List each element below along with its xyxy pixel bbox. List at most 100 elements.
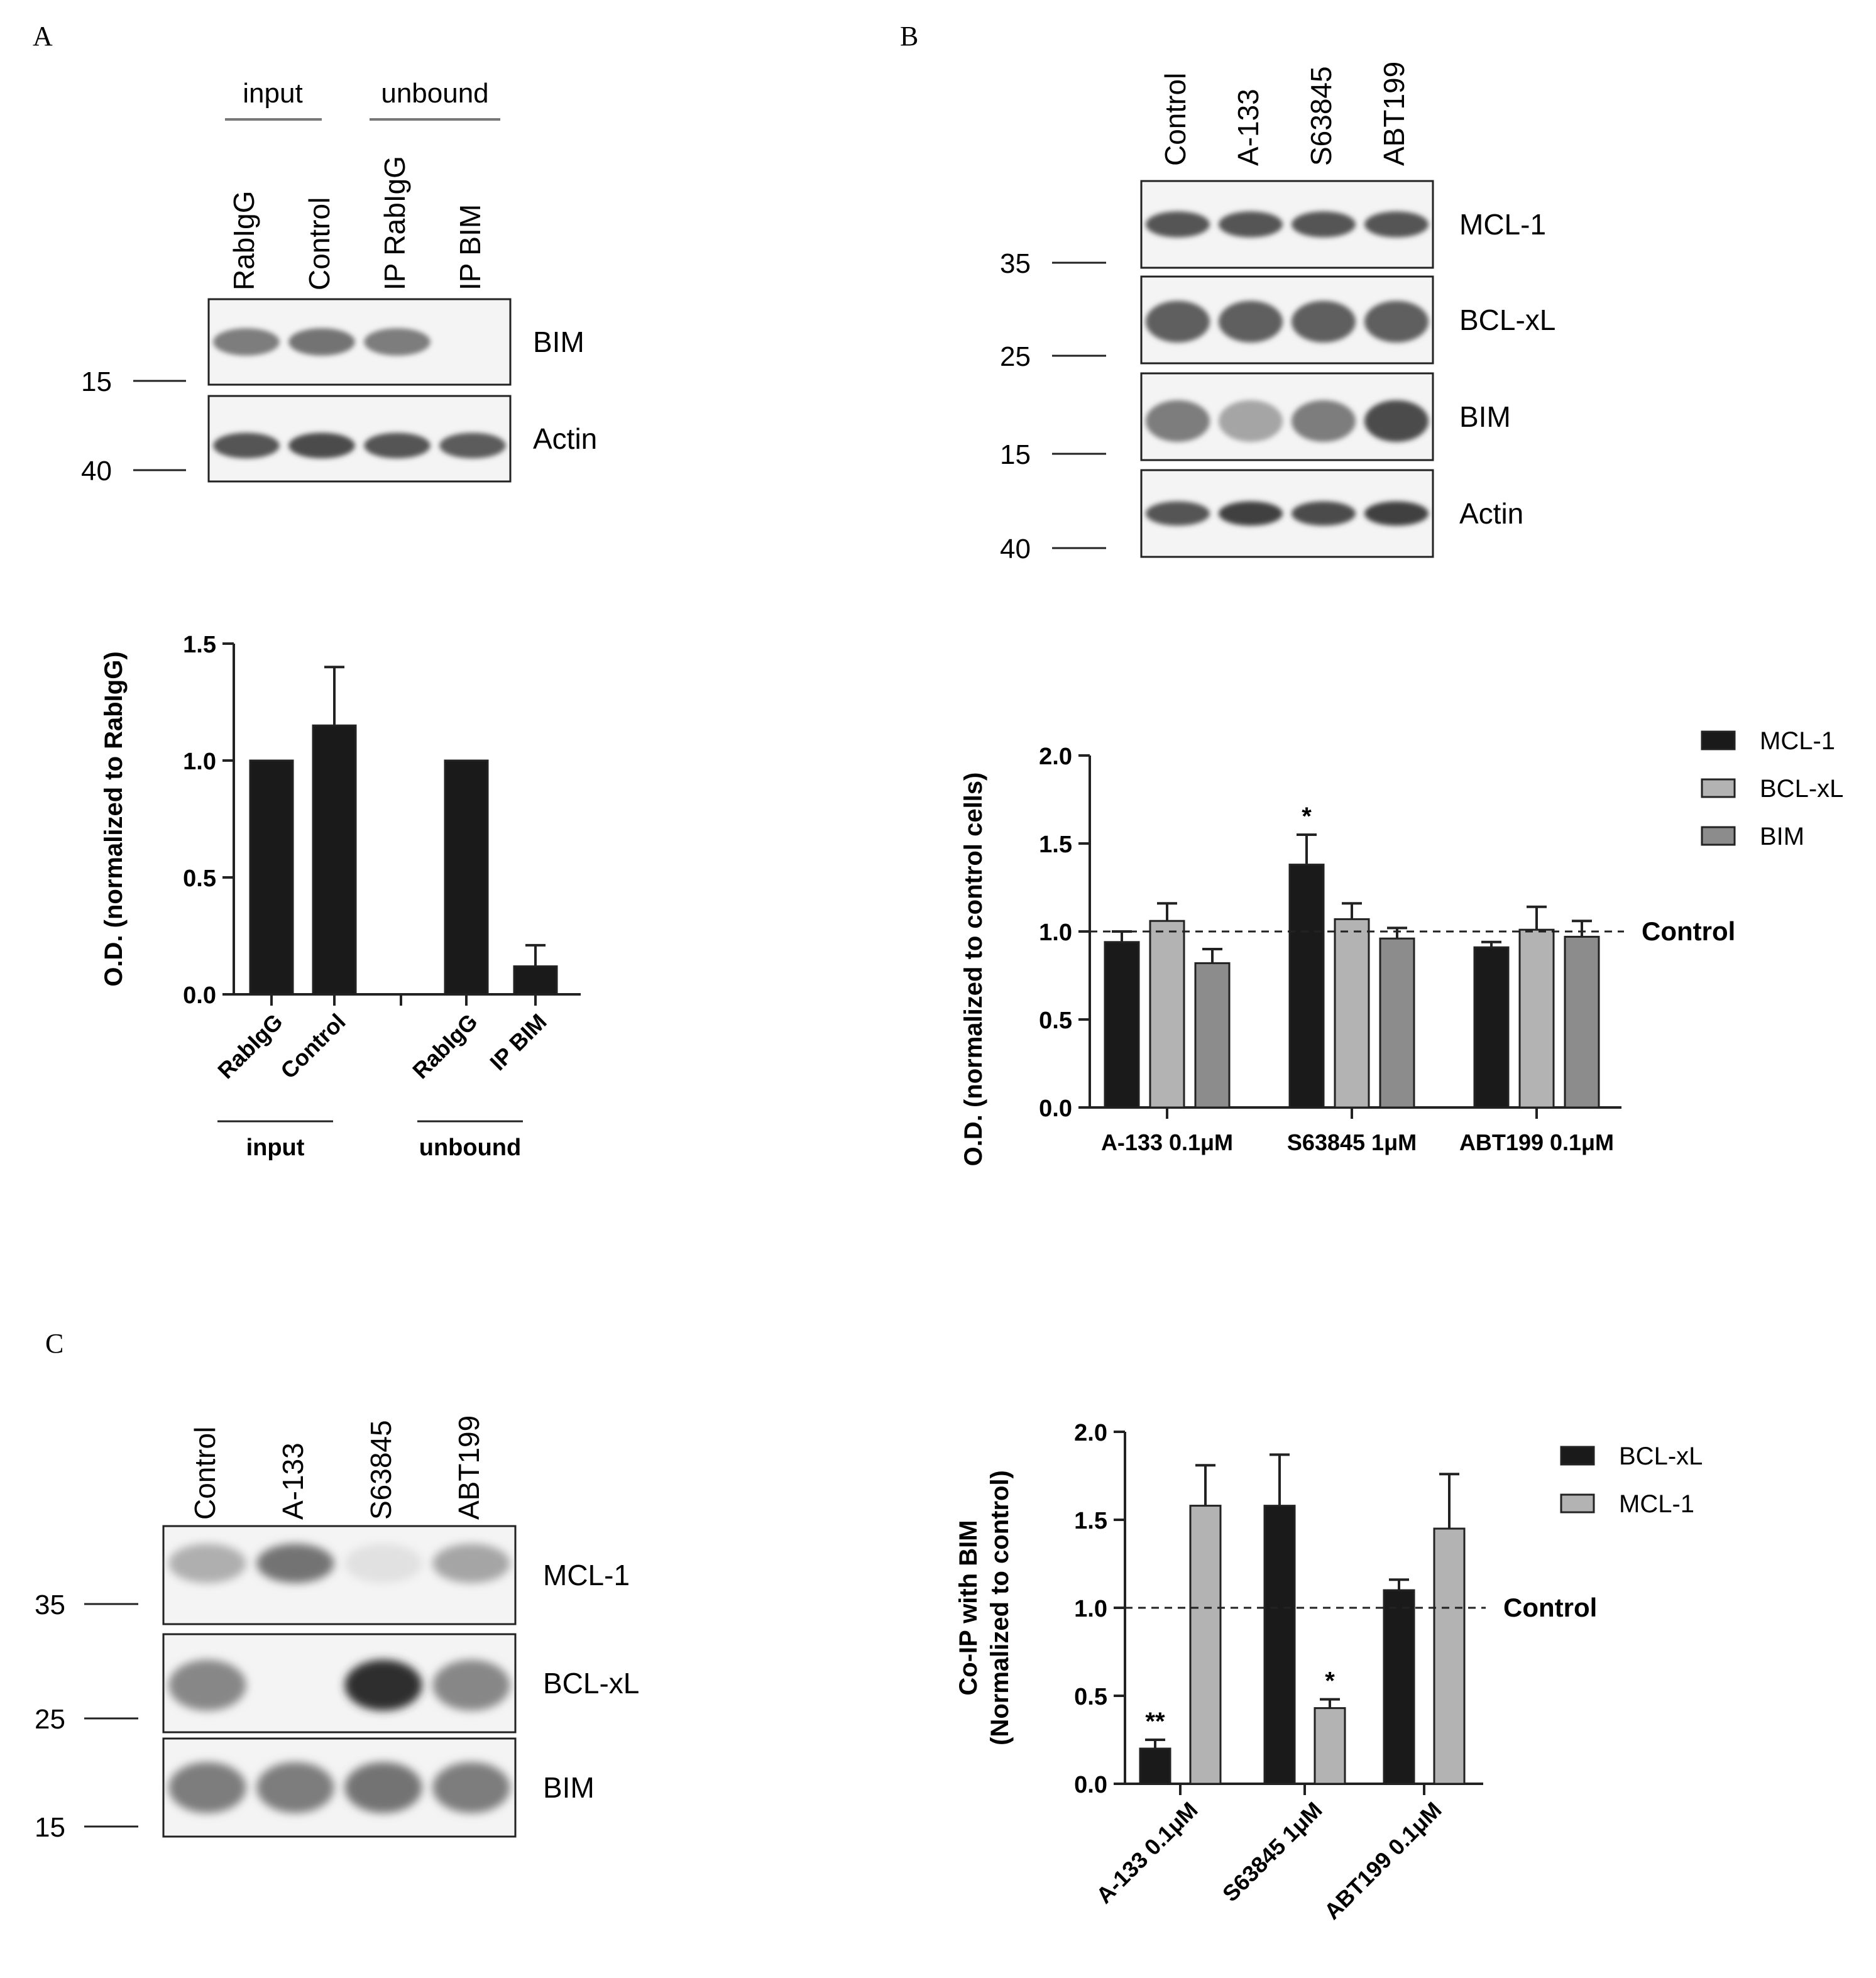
blot-a-band	[364, 432, 431, 459]
blot-c-band-label: MCL-1	[543, 1559, 630, 1591]
chart-c-reference-label: Control	[1503, 1593, 1597, 1622]
chart-b-y-tick-label: 2.0	[1039, 744, 1072, 770]
chart-a: 0.0 0.5 1.0 1.5 O.D. (normalized to RabIgG) R…	[100, 632, 581, 1161]
chart-a-y-tick-label: 1.5	[183, 632, 216, 658]
chart-b-bar	[1104, 941, 1140, 1109]
blot-b-lane-label: ABT199	[1378, 62, 1410, 166]
blot-a-band	[439, 432, 506, 459]
blot-c-lane-label: A-133	[277, 1442, 309, 1520]
chart-a-x-tick-label: Control	[275, 1009, 350, 1084]
chart-c-bar	[1433, 1527, 1466, 1785]
chart-b-y-tick-label: 1.5	[1039, 832, 1072, 858]
blot-c-band	[256, 1544, 334, 1583]
blot-b-band	[1364, 400, 1429, 442]
blot-b-band-label: MCL-1	[1459, 208, 1546, 241]
chart-a-bar	[444, 759, 489, 996]
panel-b-letter: B	[900, 21, 918, 52]
chart-b-bar	[1473, 946, 1510, 1109]
blot-b-lane-label: Control	[1159, 73, 1192, 166]
chart-b-legend-swatch	[1701, 730, 1736, 750]
chart-c-y-tick-label: 0.0	[1074, 1772, 1107, 1798]
blot-b-band	[1218, 211, 1283, 238]
blot-c-band-label: BIM	[543, 1771, 595, 1804]
blot-b-band	[1218, 400, 1283, 442]
chart-c-legend-swatch	[1560, 1446, 1595, 1466]
chart-b-bar	[1288, 864, 1325, 1109]
chart-b-x-tick-label: ABT199 0.1μM	[1459, 1129, 1614, 1155]
blot-b-band-label: BCL-xL	[1459, 304, 1555, 336]
blot-b-band	[1291, 211, 1356, 238]
blot-a-lane-label: RabIgG	[228, 190, 260, 290]
chart-c-legend-label: MCL-1	[1619, 1490, 1694, 1518]
blot-c-band	[168, 1762, 246, 1813]
chart-a-x-tick-label: RabIgG	[407, 1009, 483, 1084]
blot-a-group-label: unbound	[381, 78, 488, 109]
chart-c-y-tick-label: 1.0	[1074, 1596, 1107, 1622]
chart-c-x-tick-label: S63845 1μM	[1217, 1797, 1327, 1907]
blot-c-lane-label: S63845	[365, 1420, 397, 1520]
blot-b-marker-label: 40	[1000, 534, 1031, 564]
blot-c-band	[344, 1544, 422, 1583]
blot-a-band-label: Actin	[533, 422, 597, 455]
chart-c: 0.0 0.5 1.0 1.5 2.0 Co-IP with BIM (Normalized…	[955, 1420, 1703, 1925]
chart-a-y-tick-label: 0.0	[183, 982, 216, 1009]
chart-b-y-tick-label: 0.5	[1039, 1008, 1072, 1034]
blot-b-band	[1364, 211, 1429, 238]
blot-b-marker-label: 15	[1000, 439, 1031, 470]
blot-a-band-label: BIM	[533, 326, 584, 358]
blot-b-band	[1291, 400, 1356, 442]
panel-a-letter: A	[33, 21, 53, 52]
blot-b-band	[1145, 300, 1210, 343]
blot-a-band	[288, 328, 355, 356]
blot-c-band	[168, 1659, 246, 1711]
blot-b-marker-label: 25	[1000, 341, 1031, 372]
blot-b-band-label: BIM	[1459, 400, 1511, 433]
blot-c-band	[168, 1544, 246, 1583]
blot-c-band	[344, 1659, 422, 1711]
chart-c-significance: *	[1325, 1668, 1335, 1695]
blot-c: Control A-133 S63845 ABT199 MCL-1BCL-xLBIM …	[35, 1415, 639, 1843]
chart-b-legend-label: MCL-1	[1760, 727, 1835, 755]
blot-c-band-label: BCL-xL	[543, 1667, 639, 1700]
chart-a-x-tick-label: IP BIM	[485, 1009, 551, 1075]
panel-c: C Control A-133 S63845 ABT199 MCL-1 BCL-xL BI…	[35, 1328, 1703, 1925]
chart-b-y-tick-label: 1.0	[1039, 920, 1072, 946]
blot-c-band	[256, 1762, 334, 1813]
blot-a-lane-label: IP RabIgG	[378, 156, 411, 290]
blot-b-lane-label: A-133	[1232, 89, 1264, 166]
chart-c-y-tick-label: 0.5	[1074, 1684, 1107, 1710]
blot-c-marker-label: 15	[35, 1812, 65, 1843]
blot-c-lane-label: Control	[189, 1427, 221, 1520]
chart-c-bar	[1314, 1707, 1346, 1785]
chart-b-bar	[1149, 920, 1185, 1109]
chart-b-legend-swatch	[1701, 826, 1736, 846]
blot-a-lane-label: Control	[303, 197, 336, 290]
chart-a-y-label: O.D. (normalized to RabIgG)	[100, 651, 128, 986]
chart-a-bar	[312, 724, 357, 996]
panel-c-letter: C	[45, 1328, 63, 1359]
chart-b-legend-swatch	[1701, 778, 1736, 798]
blot-b-band	[1218, 300, 1283, 343]
blot-a-lane-label: IP BIM	[454, 204, 486, 290]
blot-a-band	[364, 328, 431, 356]
chart-a-group-label: unbound	[419, 1135, 521, 1161]
chart-c-significance: **	[1145, 1708, 1165, 1735]
chart-a-bar	[249, 759, 294, 996]
blot-b-band	[1145, 211, 1210, 238]
chart-c-legend-swatch	[1560, 1493, 1595, 1514]
blot-b-band	[1291, 300, 1356, 343]
chart-b-x-tick-label: A-133 0.1μM	[1101, 1129, 1233, 1155]
blot-c-band	[344, 1762, 422, 1813]
chart-c-bar	[1383, 1589, 1415, 1785]
chart-c-y-tick-label: 1.5	[1074, 1508, 1107, 1534]
blot-c-lane-label: ABT199	[453, 1415, 485, 1520]
chart-c-bar	[1189, 1505, 1222, 1785]
chart-b: 0.0 0.5 1.0 1.5 2.0 O.D. (normalized to contr…	[960, 727, 1843, 1166]
chart-b-bar	[1564, 935, 1600, 1109]
chart-b-bar	[1379, 937, 1415, 1109]
chart-b-y-tick-label: 0.0	[1039, 1096, 1072, 1122]
blot-b-band	[1364, 300, 1429, 343]
chart-b-legend-label: BCL-xL	[1760, 775, 1843, 803]
blot-a-band	[213, 432, 280, 459]
